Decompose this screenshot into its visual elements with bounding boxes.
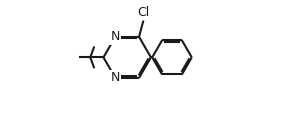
Text: N: N — [111, 71, 120, 84]
Text: N: N — [111, 30, 120, 43]
Text: Cl: Cl — [137, 6, 149, 19]
